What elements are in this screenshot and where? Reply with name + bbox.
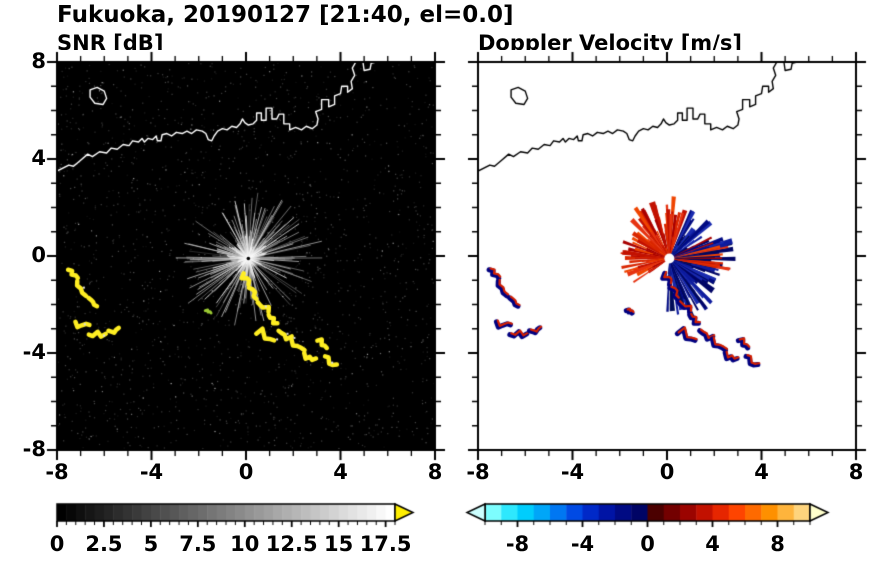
snr-plot-canvas xyxy=(45,50,447,462)
velocity-x-tick-label: 8 xyxy=(848,460,864,484)
snr-x-tick-label: -4 xyxy=(139,460,164,484)
snr-y-tick-label: -4 xyxy=(22,340,46,364)
snr-x-tick-label: 8 xyxy=(427,460,443,484)
snr-y-tick-label: 8 xyxy=(31,49,46,73)
snr-y-tick-label: -8 xyxy=(22,437,46,461)
velocity-x-tick-label: -4 xyxy=(560,460,585,484)
snr-colorbar-tick-label: 2.5 xyxy=(85,532,123,556)
snr-colorbar-tick-label: 10 xyxy=(230,532,260,556)
snr-y-tick-label: 0 xyxy=(31,243,46,267)
snr-colorbar-tick-label: 5 xyxy=(143,532,159,556)
velocity-x-tick-label: 0 xyxy=(659,460,675,484)
velocity-x-tick-label: 4 xyxy=(754,460,769,484)
velocity-colorbar-tick-label: -4 xyxy=(570,532,595,556)
velocity-colorbar-tick-label: 8 xyxy=(770,532,785,556)
snr-colorbar-tick-label: 7.5 xyxy=(179,532,217,556)
snr-colorbar-tick-label: 15 xyxy=(324,532,354,556)
snr-x-tick-label: 4 xyxy=(333,460,348,484)
snr-colorbar-tick-label: 12.5 xyxy=(265,532,318,556)
snr-x-tick-label: -8 xyxy=(45,460,69,484)
velocity-plot-canvas xyxy=(466,50,868,462)
snr-x-tick-label: 0 xyxy=(238,460,254,484)
figure-title: Fukuoka, 20190127 [21:40, el=0.0] xyxy=(57,2,514,28)
velocity-colorbar-tick-label: 0 xyxy=(640,532,655,556)
snr-colorbar-tick-label: 0 xyxy=(49,532,65,556)
velocity-colorbar-tick-label: 4 xyxy=(705,532,720,556)
snr-colorbar-tick-label: 17.5 xyxy=(359,532,412,556)
velocity-colorbar-tick-label: -8 xyxy=(505,532,530,556)
snr-colorbar xyxy=(45,500,430,534)
snr-y-tick-label: 4 xyxy=(31,146,46,170)
velocity-x-tick-label: -8 xyxy=(466,460,490,484)
velocity-colorbar xyxy=(455,500,840,534)
